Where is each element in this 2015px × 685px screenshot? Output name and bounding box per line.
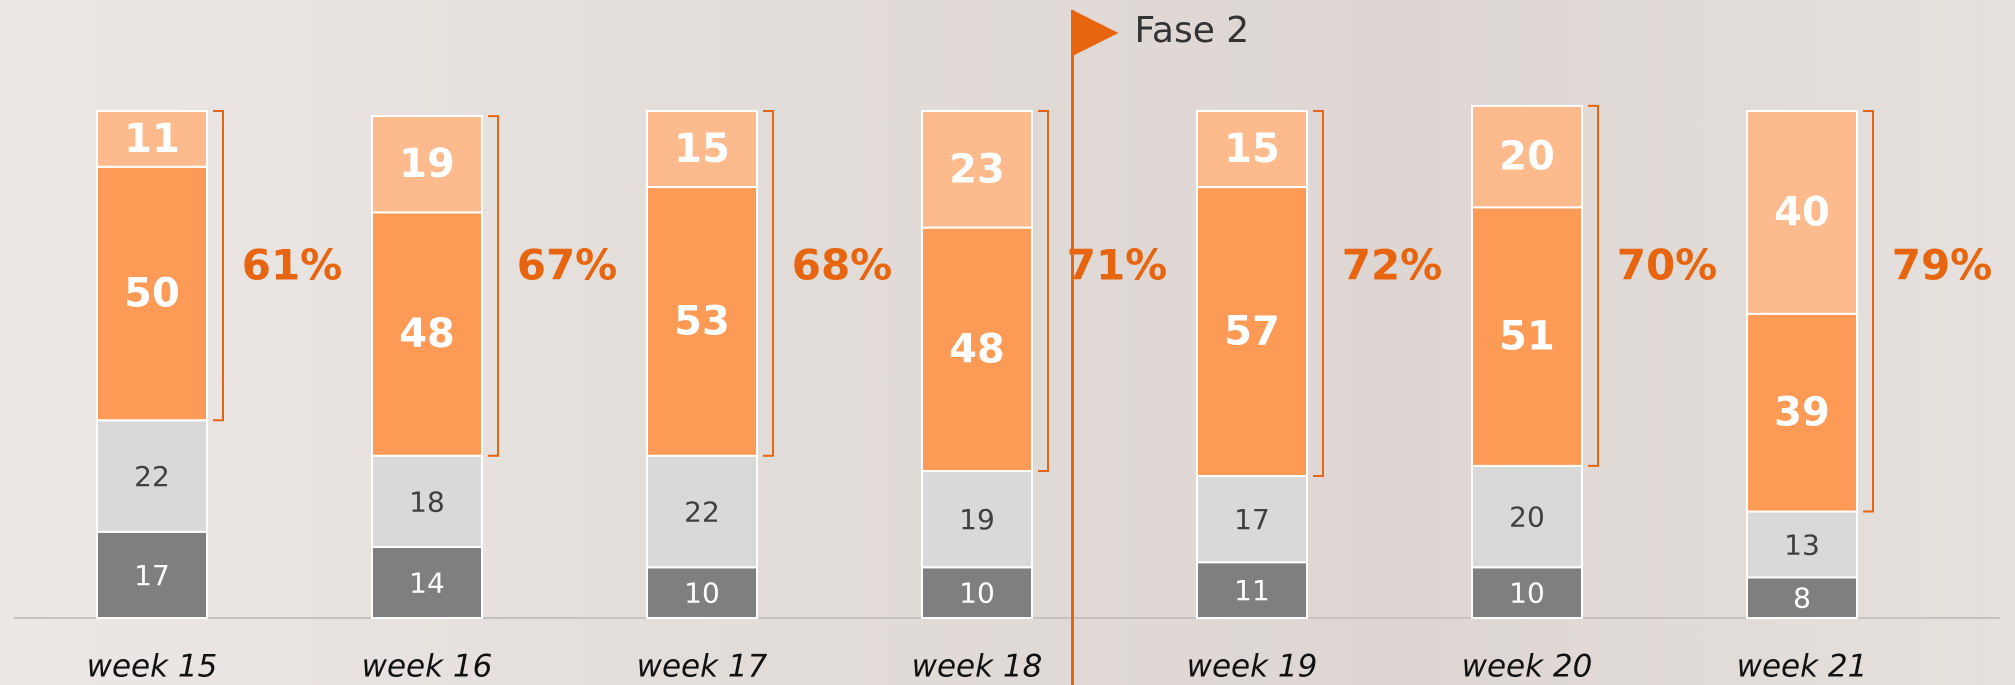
x-tick-label: week 18 xyxy=(912,649,1043,685)
bracket xyxy=(488,116,498,456)
value-label: 22 xyxy=(684,496,720,529)
value-label: 10 xyxy=(1509,577,1545,610)
share-label: 72% xyxy=(1342,241,1443,290)
share-label: 71% xyxy=(1067,241,1168,290)
value-label: 39 xyxy=(1774,390,1830,436)
value-label: 17 xyxy=(134,559,170,592)
value-label: 15 xyxy=(674,126,730,172)
value-label: 57 xyxy=(1224,309,1280,355)
bracket xyxy=(1588,106,1598,466)
phase-label: Fase 2 xyxy=(1135,10,1250,51)
bracket xyxy=(213,111,223,420)
share-label: 70% xyxy=(1617,241,1718,290)
value-label: 48 xyxy=(399,311,455,357)
value-label: 20 xyxy=(1509,501,1545,534)
value-label: 18 xyxy=(409,485,445,518)
x-tick-label: week 17 xyxy=(637,649,768,685)
value-label: 48 xyxy=(949,326,1005,372)
value-label: 13 xyxy=(1784,528,1820,561)
phase-flag xyxy=(1073,10,1119,56)
value-label: 20 xyxy=(1499,134,1555,180)
value-label: 11 xyxy=(1234,574,1270,607)
value-label: 15 xyxy=(1224,126,1280,172)
x-tick-label: week 16 xyxy=(362,649,493,685)
value-label: 50 xyxy=(124,271,180,317)
bracket xyxy=(1863,111,1873,512)
share-label: 79% xyxy=(1892,241,1993,290)
value-label: 19 xyxy=(959,503,995,536)
value-label: 23 xyxy=(949,146,1005,192)
bracket xyxy=(763,111,773,456)
value-label: 51 xyxy=(1499,314,1555,360)
chart: week 15 17 22 50 11 61% week 16 14 18 48 19 67% week… xyxy=(0,0,2015,685)
value-label: 53 xyxy=(674,298,730,344)
bracket xyxy=(1038,111,1048,471)
x-tick-label: week 20 xyxy=(1462,649,1593,685)
value-label: 10 xyxy=(959,577,995,610)
share-label: 67% xyxy=(517,241,618,290)
x-tick-label: week 21 xyxy=(1737,649,1868,685)
value-label: 40 xyxy=(1774,189,1830,235)
value-label: 11 xyxy=(124,116,180,162)
share-label: 61% xyxy=(242,241,343,290)
value-label: 17 xyxy=(1234,503,1270,536)
share-label: 68% xyxy=(792,241,893,290)
value-label: 10 xyxy=(684,577,720,610)
x-tick-label: week 15 xyxy=(87,649,218,685)
x-tick-label: week 19 xyxy=(1187,649,1318,685)
value-label: 14 xyxy=(409,567,445,600)
value-label: 8 xyxy=(1793,582,1811,615)
value-label: 19 xyxy=(399,141,455,187)
bracket xyxy=(1313,111,1323,476)
value-label: 22 xyxy=(134,460,170,493)
